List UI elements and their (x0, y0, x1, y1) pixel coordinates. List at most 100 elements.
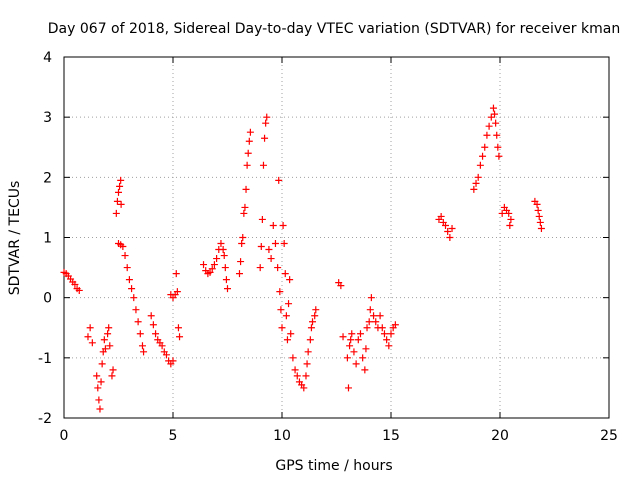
data-point (356, 330, 364, 338)
plot-frame (63, 56, 610, 419)
x-tick-label: 15 (382, 428, 400, 444)
data-point (117, 176, 125, 184)
data-point (282, 312, 290, 320)
data-point (293, 372, 301, 380)
data-point (117, 200, 125, 208)
data-point (169, 357, 177, 365)
data-point (286, 276, 294, 284)
data-point (173, 288, 181, 296)
data-point (306, 336, 314, 344)
data-point (224, 285, 231, 293)
data-point (287, 330, 295, 338)
data-point (174, 324, 182, 332)
data-point (263, 113, 271, 121)
data-point (337, 282, 345, 290)
data-series (60, 104, 545, 413)
data-point (149, 321, 157, 329)
data-point (109, 366, 117, 374)
data-point (391, 321, 399, 329)
data-point (491, 110, 499, 118)
y-tick-label: 2 (43, 170, 52, 186)
data-point (172, 270, 180, 278)
data-point (505, 209, 513, 217)
y-tick-label: 0 (43, 291, 52, 307)
x-tick-label: 20 (491, 428, 509, 444)
data-point (289, 354, 297, 362)
data-point (242, 185, 250, 193)
data-point (105, 324, 113, 332)
data-point (311, 312, 319, 320)
data-point (485, 122, 493, 130)
data-point (347, 336, 355, 344)
data-point (498, 209, 506, 217)
data-point (238, 240, 246, 248)
data-point (86, 324, 94, 332)
data-point (481, 143, 489, 151)
data-point (507, 215, 515, 223)
data-point (152, 330, 160, 338)
data-point (162, 351, 170, 359)
data-point (346, 342, 354, 350)
data-point (259, 161, 267, 169)
data-point (474, 173, 482, 181)
data-point (98, 360, 106, 368)
data-point (352, 360, 360, 368)
data-point (304, 348, 312, 356)
data-point (476, 161, 484, 169)
data-point (245, 137, 253, 145)
x-tick-label: 0 (60, 428, 69, 444)
y-tick-label: 1 (43, 231, 52, 247)
data-point (147, 312, 155, 320)
data-point (235, 270, 243, 278)
data-point (483, 131, 491, 139)
data-point (240, 209, 248, 217)
data-point (213, 255, 221, 263)
data-point (246, 128, 254, 136)
data-point (100, 336, 108, 344)
y-tick-label: -2 (38, 411, 52, 427)
data-point (312, 306, 320, 314)
data-point (359, 354, 367, 362)
data-point (489, 104, 497, 112)
data-point (446, 234, 454, 241)
data-point (380, 330, 388, 338)
data-point (140, 348, 148, 356)
data-point (96, 405, 104, 413)
data-point (241, 203, 249, 211)
data-point (267, 255, 275, 263)
data-point (256, 264, 264, 272)
data-point (339, 333, 347, 341)
x-tick-label: 10 (273, 428, 291, 444)
data-point (385, 342, 393, 350)
data-point (535, 212, 543, 220)
data-point (302, 372, 310, 380)
data-point (279, 221, 287, 229)
data-point (495, 152, 503, 160)
data-point (219, 246, 227, 254)
chart-title: Day 067 of 2018, Sidereal Day-to-day VTE… (48, 21, 620, 37)
data-point (115, 188, 122, 196)
data-point (220, 252, 228, 260)
data-point (222, 276, 230, 284)
data-point (378, 324, 386, 332)
data-point (261, 134, 269, 142)
data-point (363, 324, 371, 332)
data-point (262, 119, 270, 127)
data-point (506, 221, 514, 229)
data-point (303, 360, 311, 368)
data-point (101, 345, 109, 353)
data-point (210, 261, 218, 269)
y-tick-label: 3 (43, 110, 52, 126)
data-point (383, 336, 391, 344)
data-point (243, 161, 251, 169)
data-point (437, 212, 445, 220)
data-point (281, 270, 289, 278)
data-point (367, 294, 375, 302)
data-point (258, 215, 266, 223)
y-axis-label: SDTVAR / TECUs (7, 181, 23, 296)
data-point (75, 286, 83, 294)
data-point (138, 342, 146, 350)
data-point (244, 149, 252, 157)
data-point (442, 221, 449, 229)
